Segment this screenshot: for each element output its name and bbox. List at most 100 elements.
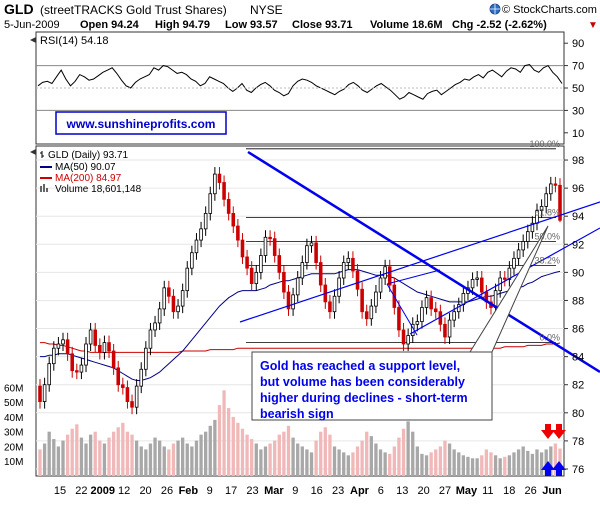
candle-body xyxy=(337,277,341,297)
volume-bar xyxy=(65,434,70,476)
price-frame xyxy=(35,145,565,477)
volume-bar xyxy=(134,440,139,476)
low-value: Low 93.57 xyxy=(225,19,278,31)
high-value: High 94.79 xyxy=(155,19,210,31)
fib-label: 100.0% xyxy=(529,139,560,149)
volume-bar xyxy=(530,453,535,476)
volume-tick-labels: 60M 50M 40M 30M 20M 10M xyxy=(4,383,23,468)
watermark-box: www.sunshineprofits.com xyxy=(55,111,227,135)
candle-body xyxy=(125,387,130,402)
watermark-text: www.sunshineprofits.com xyxy=(66,117,216,131)
volume-bar xyxy=(144,449,148,476)
candle-body xyxy=(222,182,226,200)
chart-date: 5-Jun-2009 xyxy=(4,19,60,31)
candle-body xyxy=(507,267,512,280)
volume-bar xyxy=(171,443,176,476)
candle-body xyxy=(180,290,185,307)
volume-bar xyxy=(199,434,203,476)
volume-bar xyxy=(323,427,327,476)
volume-bar xyxy=(475,458,479,476)
volume-bar xyxy=(337,449,341,476)
volume-bar xyxy=(383,452,387,476)
candle-body xyxy=(102,342,107,353)
candle-body xyxy=(516,249,521,259)
volume-bar xyxy=(420,453,424,476)
volume-bar xyxy=(466,456,470,476)
volume-bar xyxy=(157,440,162,476)
volume-bar xyxy=(273,440,277,476)
volume-bar xyxy=(236,422,240,476)
price-tick-label: 78 xyxy=(572,436,584,448)
candle-body xyxy=(171,295,176,313)
volume-bar xyxy=(148,443,153,476)
rsi-tick-label: 10 xyxy=(572,128,584,140)
x-axis-label: 22 xyxy=(75,485,87,497)
volume-bar xyxy=(121,422,125,476)
candle-body xyxy=(259,255,263,273)
fib-label: 61.8% xyxy=(534,208,560,218)
price-tick-label: 94 xyxy=(572,211,584,223)
volume-bar xyxy=(443,440,447,476)
x-axis-label: 20 xyxy=(139,485,151,497)
candle-body xyxy=(176,305,180,313)
change-value: Chg -2.52 (-2.62%) xyxy=(452,19,547,31)
candle-body xyxy=(208,193,213,214)
channel-line-left xyxy=(386,283,418,336)
volume-bar xyxy=(111,431,116,476)
candle-body xyxy=(341,262,346,279)
candle-body xyxy=(38,385,42,402)
volume-bar xyxy=(470,458,475,476)
blue-up-arrow-icon xyxy=(541,461,566,476)
candle-body xyxy=(387,266,392,286)
candle-body xyxy=(553,183,558,186)
fib-labels: 100.0% 61.8% 50.0% 38.2% 0.0% xyxy=(529,139,560,343)
price-tick-label: 88 xyxy=(572,295,584,307)
price-tick-label: 76 xyxy=(572,464,584,476)
candle-body xyxy=(226,198,231,214)
volume-bar xyxy=(539,452,544,476)
volume-bar xyxy=(217,405,222,476)
volume-bar xyxy=(102,443,107,476)
volume-bar xyxy=(227,408,231,476)
x-axis-label: 26 xyxy=(161,485,173,497)
volume-bar xyxy=(388,453,392,476)
volume-bar xyxy=(452,449,456,476)
price-tick-label: 98 xyxy=(572,155,584,167)
change-down-marker: ▼ xyxy=(588,20,598,31)
volume-bar xyxy=(208,425,212,476)
legend-price: GLD (Daily) 93.71 xyxy=(48,150,128,161)
price-tick-label: 86 xyxy=(572,324,584,336)
candle-body xyxy=(328,301,332,313)
candle-body xyxy=(231,213,236,227)
volume-bar xyxy=(167,449,171,476)
volume-tick-label: 60M xyxy=(4,383,23,394)
candle-body xyxy=(512,257,516,269)
annotation-line: bearish sign xyxy=(260,407,334,421)
volume-bar xyxy=(319,431,323,476)
volume-bar xyxy=(79,437,84,476)
volume-bar xyxy=(406,421,410,476)
volume-bar xyxy=(296,443,300,476)
candle-body xyxy=(47,363,51,386)
volume-bar xyxy=(457,452,461,476)
volume-bar xyxy=(245,434,249,476)
candle-body xyxy=(194,239,199,254)
volume-bar xyxy=(139,446,143,476)
candle-body xyxy=(56,343,61,349)
volume-bar xyxy=(493,455,498,476)
volume-bar xyxy=(291,437,295,476)
x-axis-label: 23 xyxy=(332,485,344,497)
candle-body xyxy=(88,329,93,345)
ma50-line xyxy=(40,269,561,381)
candle-body xyxy=(369,305,374,320)
volume-tick-label: 50M xyxy=(4,398,23,409)
rsi-tick-label: 70 xyxy=(572,61,584,73)
annotation-line: Gold has reached a support level, xyxy=(260,359,460,373)
volume-bar xyxy=(213,419,217,476)
candle-body xyxy=(521,241,525,251)
x-axis-label: 16 xyxy=(311,485,323,497)
volume-bar xyxy=(70,428,74,476)
volume-bar xyxy=(277,434,281,476)
volume-bar xyxy=(392,446,396,476)
